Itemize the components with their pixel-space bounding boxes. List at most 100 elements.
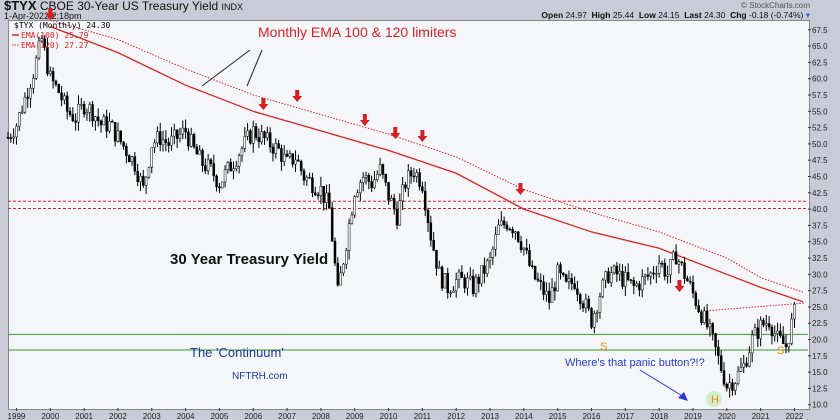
ohlc-bar-body: [392, 197, 396, 210]
ohlc-bar-body: [158, 131, 162, 146]
ohlc-bar-body: [624, 272, 627, 287]
ohlc-bar-body: [787, 343, 791, 348]
ohlc-bar-body: [283, 153, 286, 163]
x-tick-label: 2003: [143, 412, 161, 420]
ohlc-bar-body: [23, 96, 27, 113]
ohlc-bar-body: [40, 38, 44, 42]
ohlc-bar-body: [387, 182, 390, 201]
peak-arrow-icon: [515, 189, 526, 195]
ohlc-bar-body: [29, 88, 32, 99]
ohlc-bar-body: [167, 142, 170, 146]
y-tick-label: 47.5: [812, 156, 828, 165]
ohlc-bar-body: [767, 323, 771, 328]
ohlc-bar-body: [54, 80, 58, 85]
ohlc-bar-body: [257, 137, 261, 143]
x-tick-label: 2015: [549, 412, 567, 420]
ohlc-bar-body: [784, 343, 788, 348]
legend-ema100: EMA(100) 25.79: [21, 31, 89, 40]
ohlc-bar-body: [376, 174, 379, 180]
ohlc-bar-body: [550, 287, 554, 303]
ohlc-bar-body: [643, 274, 647, 278]
ohlc-bar-body: [542, 281, 545, 295]
ohlc-bar-body: [294, 159, 297, 165]
ohlc-bar-body: [195, 146, 199, 155]
ohlc-bar-body: [187, 131, 190, 147]
ohlc-bar-body: [480, 265, 483, 284]
symbol: $TYX: [4, 0, 37, 13]
ohlc-bar-body: [212, 163, 216, 177]
annotation-chart-title: 30 Year Treasury Yield: [170, 251, 328, 268]
ohlc-bar-body: [333, 240, 337, 264]
ohlc-bar-body: [598, 296, 602, 313]
high-label: High: [591, 10, 611, 20]
ohlc-bar-body: [426, 209, 430, 223]
ohlc-bar-body: [497, 224, 500, 235]
ohlc-bar-body: [398, 200, 402, 226]
ohlc-bar-body: [705, 310, 709, 328]
ohlc-bar-body: [666, 274, 669, 277]
ohlc-bar-body: [779, 330, 782, 336]
ohlc-bar-body: [545, 290, 548, 295]
ohlc-bar-body: [454, 279, 458, 292]
ohlc-bar-body: [488, 257, 492, 261]
x-tick-label: 2008: [312, 412, 330, 420]
last-value: 24.30: [704, 10, 726, 20]
ohlc-bar-body: [46, 47, 49, 75]
ohlc-bar-body: [674, 251, 678, 265]
ohlc-bar-body: [215, 175, 218, 188]
ohlc-bar-body: [254, 126, 258, 138]
annotation-left-shoulder: S: [600, 341, 607, 353]
ohlc-bar-body: [361, 177, 365, 183]
ohlc-bar-body: [615, 265, 619, 275]
ohlc-bar-body: [111, 120, 114, 123]
ohlc-bar-body: [657, 262, 661, 274]
ohlc-bar-body: [243, 136, 247, 149]
ohlc-bar-body: [680, 261, 683, 264]
x-tick-label: 2007: [278, 412, 296, 420]
ohlc-bar-body: [184, 127, 187, 133]
dropdown-icon[interactable]: ▾: [805, 10, 810, 20]
ohlc-bar-body: [739, 366, 743, 372]
ohlc-bar-body: [345, 250, 348, 265]
ohlc-bar-body: [412, 175, 416, 178]
ohlc-bar-body: [288, 153, 292, 157]
ohlc-bar-body: [178, 133, 182, 139]
arrow-line-1: [201, 49, 251, 87]
peak-arrow-icon: [420, 130, 425, 136]
panic-arrowhead-icon: [678, 392, 688, 401]
ohlc-bar-body: [65, 95, 69, 112]
ohlc-bar-body: [136, 170, 139, 183]
y-tick-label: 45.0: [812, 173, 828, 182]
ohlc-bar-body: [71, 114, 75, 122]
ohlc-bar-body: [748, 352, 751, 367]
peak-arrow-icon: [393, 127, 398, 133]
x-tick-label: 2016: [583, 412, 601, 420]
ohlc-bar-body: [57, 84, 60, 93]
ohlc-bar-body: [26, 96, 29, 99]
y-tick-label: 52.5: [812, 124, 828, 133]
ohlc-bar-body: [198, 149, 201, 155]
source-credit: © StockCharts.com: [740, 1, 810, 10]
ohlc-bar-body: [91, 104, 94, 122]
ohlc-bar-body: [96, 116, 100, 122]
x-tick-label: 2021: [752, 412, 770, 420]
x-tick-label: 2011: [414, 412, 432, 420]
ohlc-bar-body: [223, 169, 227, 183]
ohlc-bar-body: [142, 175, 145, 186]
ohlc-bar-body: [652, 272, 655, 275]
ohlc-bar-body: [688, 280, 692, 283]
ohlc-bar-body: [144, 176, 148, 186]
ohlc-bar-body: [672, 251, 675, 260]
x-tick-label: 2000: [41, 412, 59, 420]
ohlc-bar-body: [581, 303, 585, 309]
ohlc-bar-body: [274, 143, 278, 154]
ohlc-bar-body: [378, 164, 382, 175]
exchange: INDX: [221, 2, 244, 12]
x-tick-label: 2002: [109, 412, 127, 420]
ohlc-bar-body: [34, 57, 38, 79]
ohlc-bar-body: [291, 153, 294, 165]
ohlc-bar-body: [477, 276, 481, 284]
ohlc-bar-body: [587, 298, 590, 309]
ohlc-bar-body: [601, 279, 605, 297]
